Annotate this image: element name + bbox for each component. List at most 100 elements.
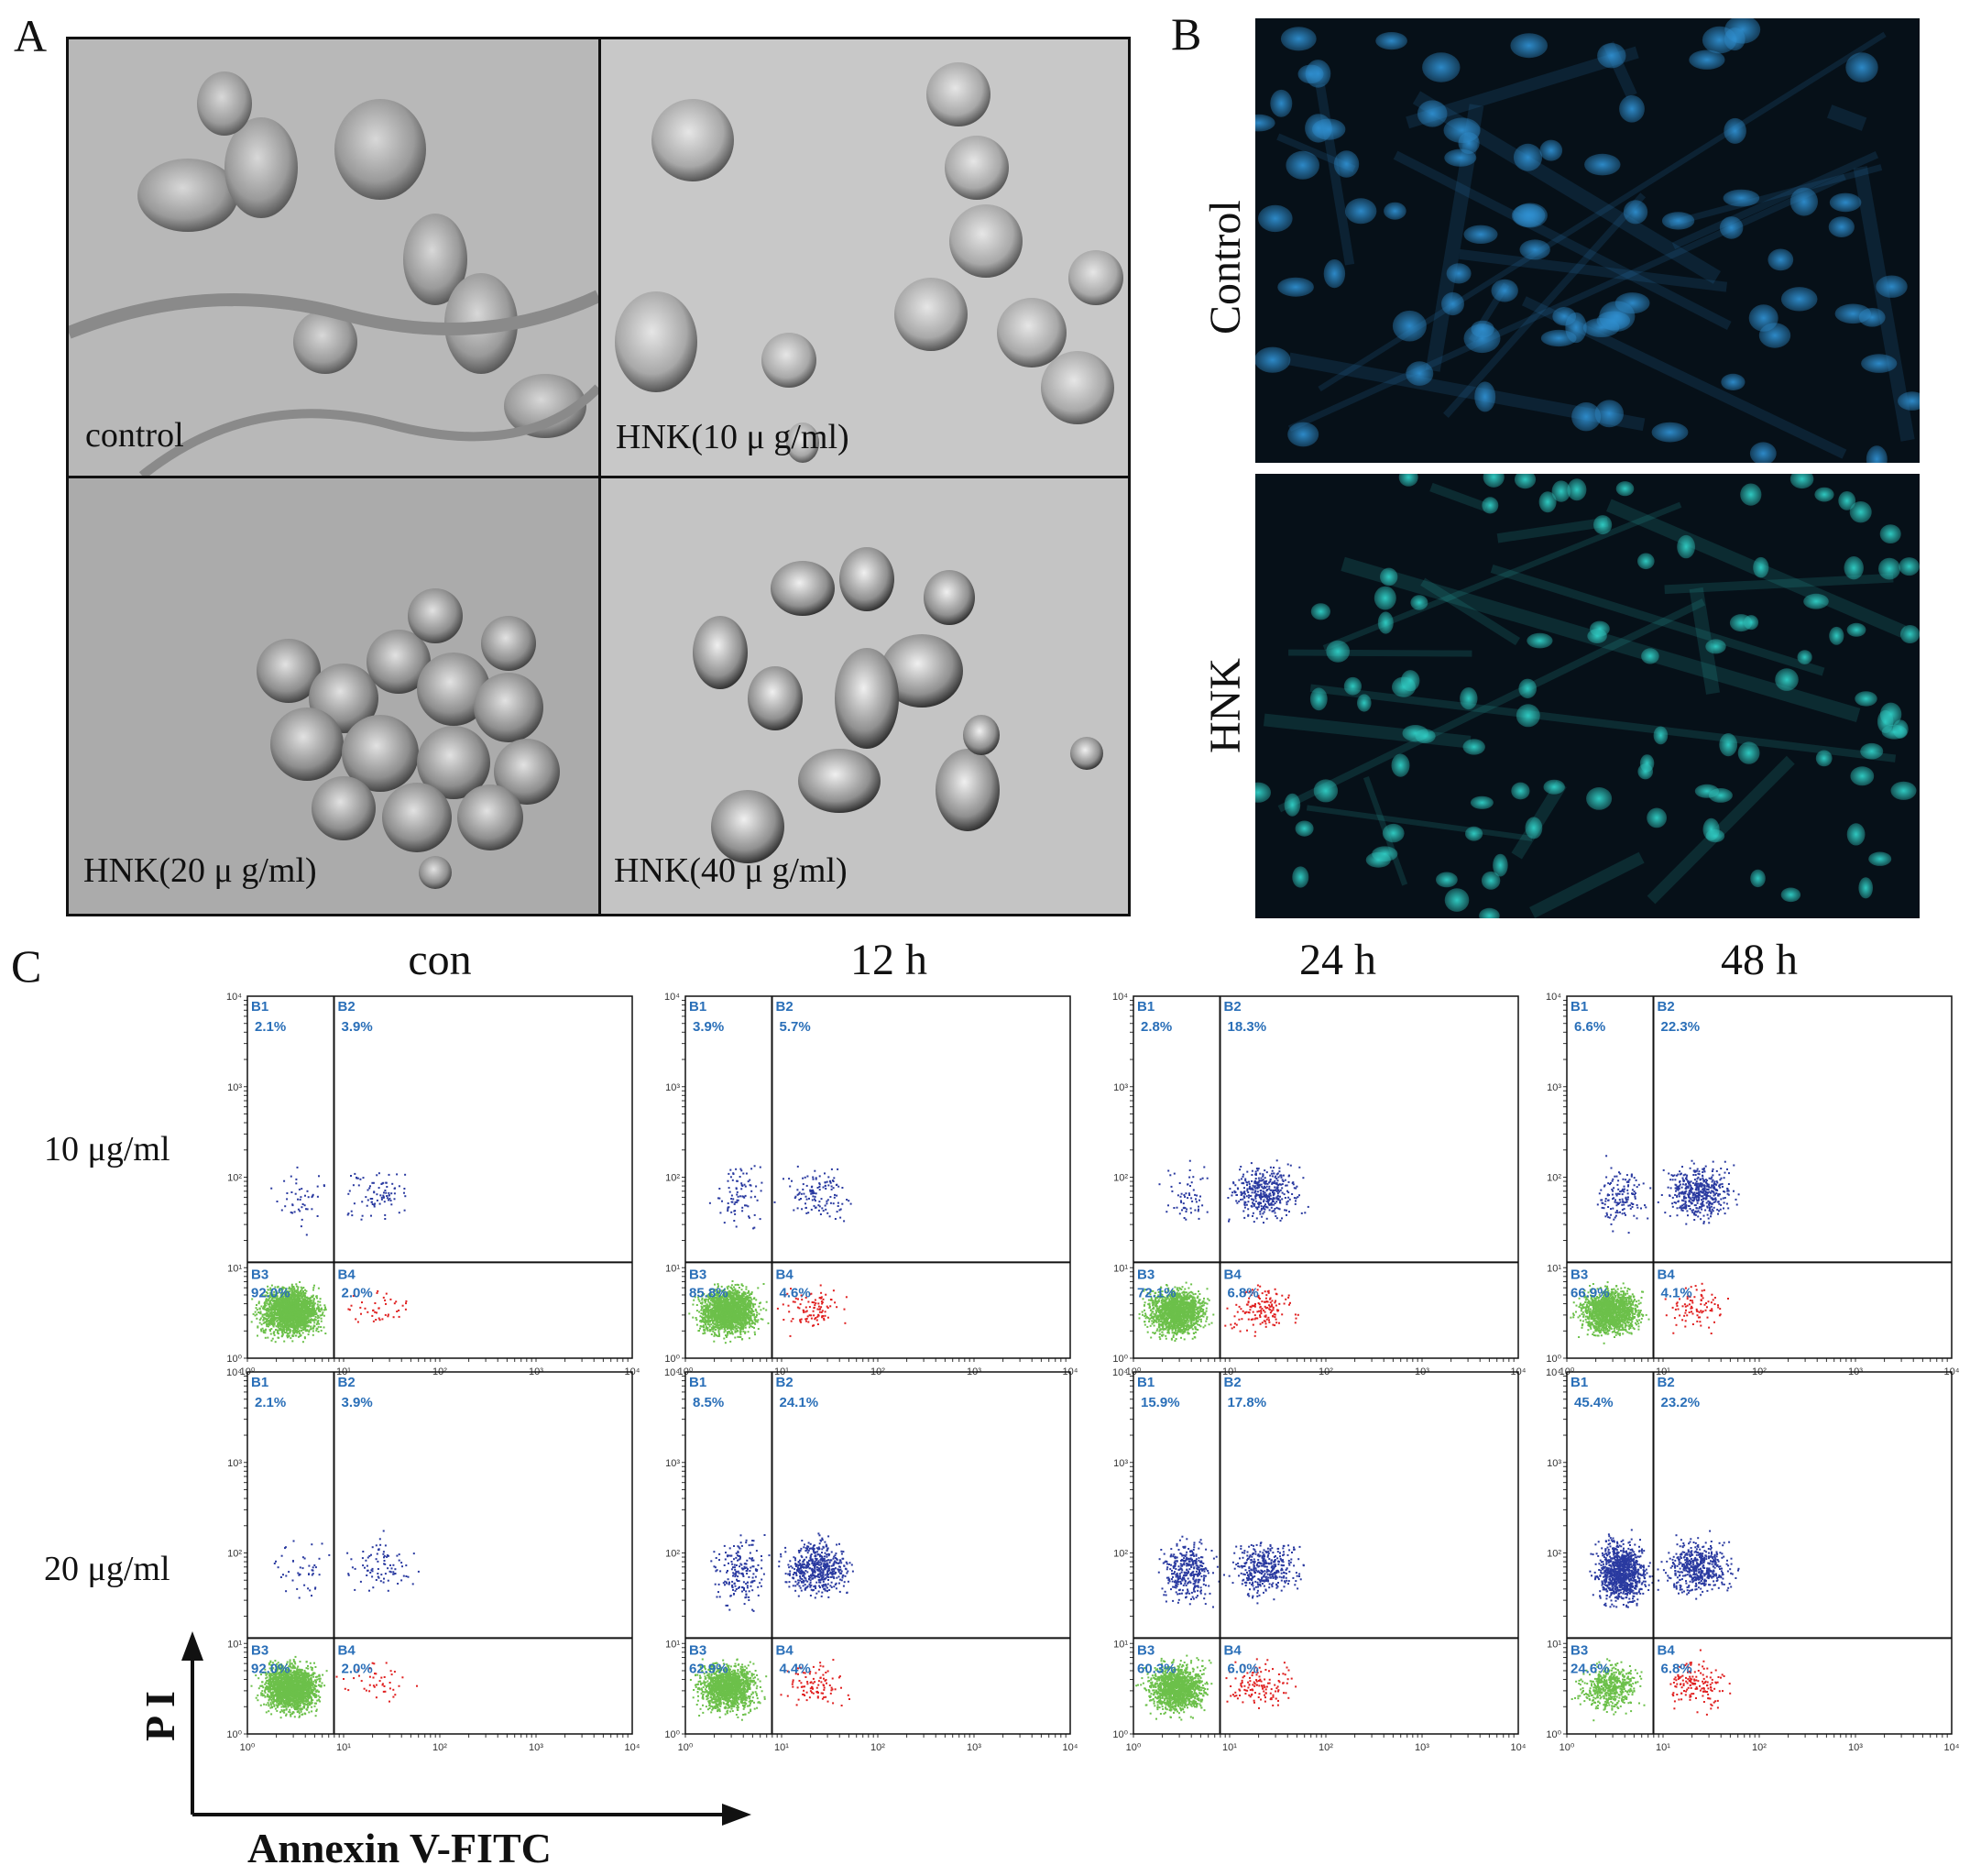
gate-b2-value: 24.1% xyxy=(780,1395,819,1410)
gate-b1-value: 2.8% xyxy=(1141,1019,1172,1035)
flow-plot: 10⁰10⁰10¹10¹10²10²10³10³10⁴10⁴B12.1%B23.… xyxy=(226,992,640,1377)
nucleus xyxy=(1255,782,1271,803)
flow-plot: 10⁰10⁰10¹10¹10²10²10³10³10⁴10⁴B16.6%B222… xyxy=(1546,992,1960,1377)
panel-a-letter: A xyxy=(14,10,48,61)
y-tick-label: 10² xyxy=(227,1173,242,1184)
gate-b3-value: 92.0% xyxy=(251,1661,290,1676)
y-tick-label: 10⁰ xyxy=(226,1354,242,1365)
nucleus xyxy=(1594,400,1624,428)
nucleus xyxy=(1780,287,1818,312)
column-header-con: con xyxy=(408,936,472,984)
nucleus xyxy=(1849,501,1872,523)
gate-b1-label: B1 xyxy=(1571,1375,1588,1390)
nucleus xyxy=(1375,32,1407,50)
nucleus xyxy=(1295,820,1314,837)
nucleus xyxy=(1525,817,1543,839)
x-tick-label: 10⁴ xyxy=(625,1742,640,1753)
x-tick-label: 10⁴ xyxy=(1944,1742,1960,1753)
gate-b4-value: 6.0% xyxy=(1228,1661,1259,1676)
gate-b2-value: 3.9% xyxy=(342,1019,373,1035)
y-tick-label: 10³ xyxy=(1113,1458,1128,1469)
nucleus xyxy=(1749,442,1777,463)
x-tick-label: 10³ xyxy=(1415,1742,1429,1753)
nucleus xyxy=(1719,216,1744,239)
nucleus xyxy=(1493,853,1508,877)
y-tick-label: 10⁴ xyxy=(1112,992,1128,1003)
gate-b4-value: 6.8% xyxy=(1661,1661,1692,1676)
gate-b3-label: B3 xyxy=(1137,1642,1155,1658)
nucleus xyxy=(1623,200,1648,225)
nucleus xyxy=(1465,826,1483,841)
label-hnk-40: HNK(40 μ g/ml) xyxy=(614,851,848,890)
gate-b4-label: B4 xyxy=(1658,1642,1676,1658)
nucleus xyxy=(1406,361,1434,386)
gate-b4-label: B4 xyxy=(1224,1267,1242,1282)
gate-b3-label: B3 xyxy=(689,1267,706,1282)
gate-b4-label: B4 xyxy=(338,1267,356,1282)
y-tick-label: 10⁰ xyxy=(664,1729,680,1740)
gate-b4-label: B4 xyxy=(776,1267,794,1282)
gate-b3-label: B3 xyxy=(251,1642,268,1658)
y-tick-label: 10⁰ xyxy=(1546,1354,1561,1365)
x-tick-label: 10¹ xyxy=(1656,1742,1670,1753)
x-tick-label: 10⁰ xyxy=(678,1742,694,1753)
nucleus xyxy=(1846,622,1866,637)
nucleus xyxy=(1255,114,1275,132)
x-tick-label: 10³ xyxy=(967,1742,981,1753)
nucleus xyxy=(1415,729,1436,743)
nucleus xyxy=(1441,291,1464,316)
nucleus xyxy=(1422,52,1461,82)
nucleus xyxy=(1758,323,1791,348)
nucleus xyxy=(1446,263,1472,284)
nucleus xyxy=(1694,784,1719,798)
x-tick-label: 10¹ xyxy=(336,1742,351,1753)
nucleus xyxy=(1868,851,1892,866)
x-tick-label: 10⁴ xyxy=(1063,1742,1078,1753)
nucleus xyxy=(1462,739,1485,755)
nucleus xyxy=(1510,33,1548,59)
y-tick-label: 10⁰ xyxy=(664,1354,680,1365)
flow-plot: 10⁰10⁰10¹10¹10²10²10³10³10⁴10⁴B12.8%B218… xyxy=(1112,992,1527,1377)
nucleus xyxy=(1721,373,1746,390)
nucleus xyxy=(1516,704,1540,728)
nucleus xyxy=(1653,726,1669,745)
gate-b2-value: 3.9% xyxy=(342,1395,373,1410)
nucleus xyxy=(1615,481,1635,497)
nucleus xyxy=(1372,846,1398,861)
nucleus xyxy=(1345,198,1377,225)
micrograph-hnk-10: HNK(10 μ g/ml) xyxy=(601,39,1128,476)
gate-b2-value: 5.7% xyxy=(780,1019,811,1035)
label-hnk-10: HNK(10 μ g/ml) xyxy=(616,418,849,456)
nucleus xyxy=(1436,872,1458,888)
x-tick-label: 10⁴ xyxy=(1511,1742,1527,1753)
gate-b2-label: B2 xyxy=(1224,1375,1242,1390)
nucleus xyxy=(1647,807,1667,828)
y-tick-label: 10¹ xyxy=(1113,1639,1128,1650)
gate-b3-label: B3 xyxy=(689,1642,706,1658)
gate-b2-label: B2 xyxy=(776,999,793,1015)
nucleus xyxy=(1740,483,1762,506)
nucleus xyxy=(1829,626,1844,645)
micrograph-control: control xyxy=(69,39,598,476)
nucleus xyxy=(1661,212,1695,230)
nucleus xyxy=(1551,480,1571,502)
nucleus xyxy=(1538,491,1557,513)
gate-b2-label: B2 xyxy=(1224,999,1242,1015)
nucleus xyxy=(1292,866,1309,888)
gate-b2-label: B2 xyxy=(1658,999,1675,1015)
nucleus xyxy=(1410,595,1428,610)
gate-b2-value: 17.8% xyxy=(1228,1395,1267,1410)
nucleus xyxy=(1398,474,1418,487)
nucleus xyxy=(1597,43,1626,69)
nucleus xyxy=(1753,556,1769,578)
y-tick-label: 10² xyxy=(1113,1173,1128,1184)
nucleus xyxy=(1567,478,1587,501)
gate-b4-value: 2.0% xyxy=(342,1285,373,1300)
nucleus xyxy=(1270,89,1293,117)
nucleus xyxy=(1838,491,1856,510)
gate-b1-value: 15.9% xyxy=(1141,1395,1180,1410)
nucleus xyxy=(1514,474,1537,489)
nucleus xyxy=(1491,279,1518,302)
gate-b1-label: B1 xyxy=(251,999,268,1015)
nucleus xyxy=(1844,556,1864,580)
